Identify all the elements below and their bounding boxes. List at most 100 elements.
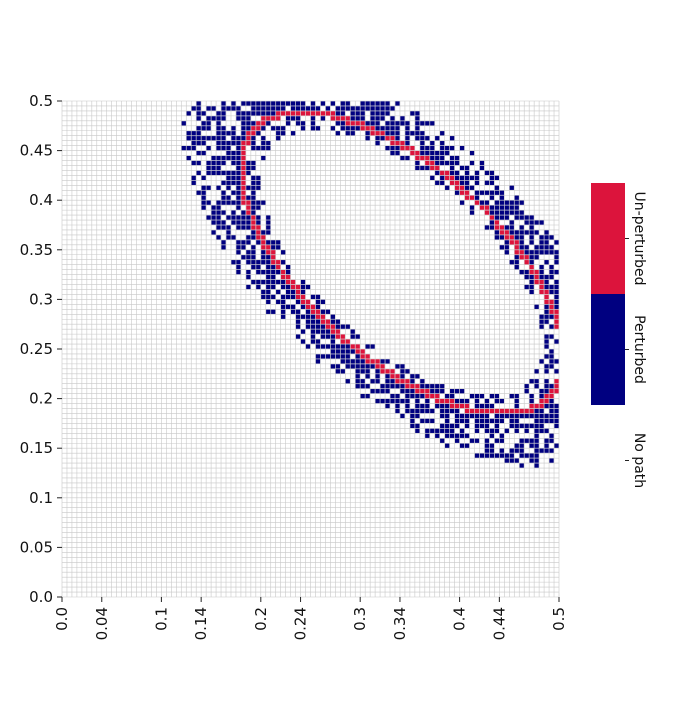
cell-perturbed [340, 349, 345, 354]
cell-perturbed [295, 314, 301, 319]
cell-unperturbed [295, 284, 301, 290]
cell-perturbed [464, 418, 470, 424]
cell-perturbed [435, 389, 440, 394]
cell-perturbed [499, 413, 504, 419]
x-axis: 0.0 0.04 0.1 0.14 0.2 0.24 0.3 0.34 0.4 0.44 0.5 [53, 597, 568, 640]
cell-perturbed [405, 369, 410, 374]
cell-unperturbed [435, 393, 440, 399]
cell-perturbed [231, 141, 236, 146]
cell-perturbed [420, 379, 425, 384]
cell-unperturbed [246, 200, 251, 205]
cell-perturbed [454, 398, 460, 404]
cell-perturbed [489, 443, 495, 448]
cell-unperturbed [554, 319, 559, 324]
cell-perturbed [420, 393, 425, 399]
cell-perturbed [484, 453, 490, 458]
cell-perturbed [549, 408, 554, 414]
cell-perturbed [216, 121, 221, 126]
cell-perturbed [509, 418, 514, 424]
cell-perturbed [236, 205, 241, 210]
cell-perturbed [499, 398, 504, 404]
cell-perturbed [315, 294, 321, 300]
cell-perturbed [281, 314, 286, 319]
cell-perturbed [276, 240, 281, 245]
cell-unperturbed [420, 389, 425, 394]
cell-perturbed [286, 304, 291, 309]
cell-perturbed [365, 131, 370, 136]
cell-perturbed [196, 160, 201, 166]
cell-perturbed [236, 155, 241, 161]
cell-perturbed [266, 274, 271, 280]
cell-perturbed [450, 145, 455, 151]
cell-perturbed [256, 240, 261, 245]
cell-perturbed [385, 403, 390, 409]
cell-perturbed [236, 190, 241, 195]
cell-perturbed [266, 309, 271, 314]
cell-perturbed [474, 418, 480, 424]
cell-perturbed [315, 344, 321, 349]
cell-unperturbed [554, 384, 559, 389]
cell-perturbed [201, 126, 206, 131]
cell-perturbed [370, 116, 375, 121]
cell-perturbed [310, 324, 316, 329]
cell-perturbed [310, 334, 316, 339]
cell-perturbed [231, 260, 236, 265]
cell-perturbed [335, 111, 340, 116]
y-tick-label: 0.05 [20, 538, 53, 556]
cell-perturbed [405, 403, 410, 409]
cell-perturbed [549, 438, 554, 443]
cell-perturbed [256, 101, 261, 106]
cell-perturbed [375, 369, 380, 374]
cell-unperturbed [534, 269, 539, 275]
cell-perturbed [201, 195, 206, 200]
cell-perturbed [375, 136, 380, 141]
cell-perturbed [196, 131, 201, 136]
colorbar-segment-perturbed [591, 294, 625, 405]
cell-unperturbed [256, 225, 261, 230]
cell-perturbed [494, 413, 500, 419]
cell-perturbed [360, 369, 365, 374]
cell-perturbed [420, 150, 425, 156]
cell-perturbed [226, 145, 231, 151]
cell-perturbed [345, 359, 350, 364]
cell-perturbed [410, 423, 415, 429]
cell-perturbed [196, 170, 201, 176]
cell-perturbed [464, 185, 470, 190]
cell-perturbed [305, 309, 311, 314]
cell-perturbed [271, 106, 276, 111]
cell-perturbed [494, 393, 500, 399]
cell-perturbed [435, 433, 440, 438]
cell-perturbed [375, 116, 380, 121]
cell-perturbed [474, 180, 480, 185]
cell-perturbed [345, 324, 350, 329]
cell-perturbed [256, 260, 261, 265]
cell-perturbed [544, 448, 549, 453]
cell-perturbed [539, 413, 544, 419]
cell-perturbed [549, 265, 554, 270]
cell-perturbed [489, 393, 495, 399]
cell-perturbed [549, 235, 554, 240]
cell-perturbed [236, 111, 241, 116]
cell-perturbed [206, 160, 211, 166]
cell-perturbed [295, 116, 301, 121]
cell-perturbed [524, 250, 529, 255]
cell-perturbed [435, 155, 440, 161]
cell-perturbed [459, 443, 465, 448]
cell-perturbed [206, 121, 211, 126]
cell-perturbed [524, 274, 529, 280]
cell-perturbed [504, 215, 509, 220]
cell-perturbed [246, 185, 251, 190]
y-tick-label: 0.4 [29, 191, 53, 209]
cell-unperturbed [514, 245, 519, 250]
cell-perturbed [266, 111, 271, 116]
cell-perturbed [241, 240, 246, 245]
cell-perturbed [514, 195, 519, 200]
cell-unperturbed [435, 398, 440, 404]
cell-unperturbed [499, 230, 504, 235]
cell-perturbed [554, 255, 559, 260]
cell-perturbed [509, 393, 514, 399]
cell-perturbed [514, 443, 519, 448]
cell-perturbed [479, 393, 485, 399]
cell-perturbed [474, 398, 480, 404]
cell-perturbed [246, 220, 251, 225]
